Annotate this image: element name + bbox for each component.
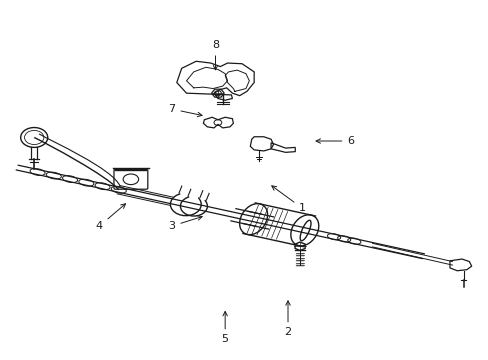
Text: 6: 6: [315, 136, 354, 146]
Text: 7: 7: [168, 104, 202, 117]
Text: 5: 5: [221, 311, 228, 345]
Text: 8: 8: [211, 40, 219, 70]
Text: 1: 1: [271, 186, 305, 213]
Text: 3: 3: [168, 216, 202, 231]
Text: 2: 2: [284, 301, 291, 337]
Text: 4: 4: [96, 204, 125, 231]
